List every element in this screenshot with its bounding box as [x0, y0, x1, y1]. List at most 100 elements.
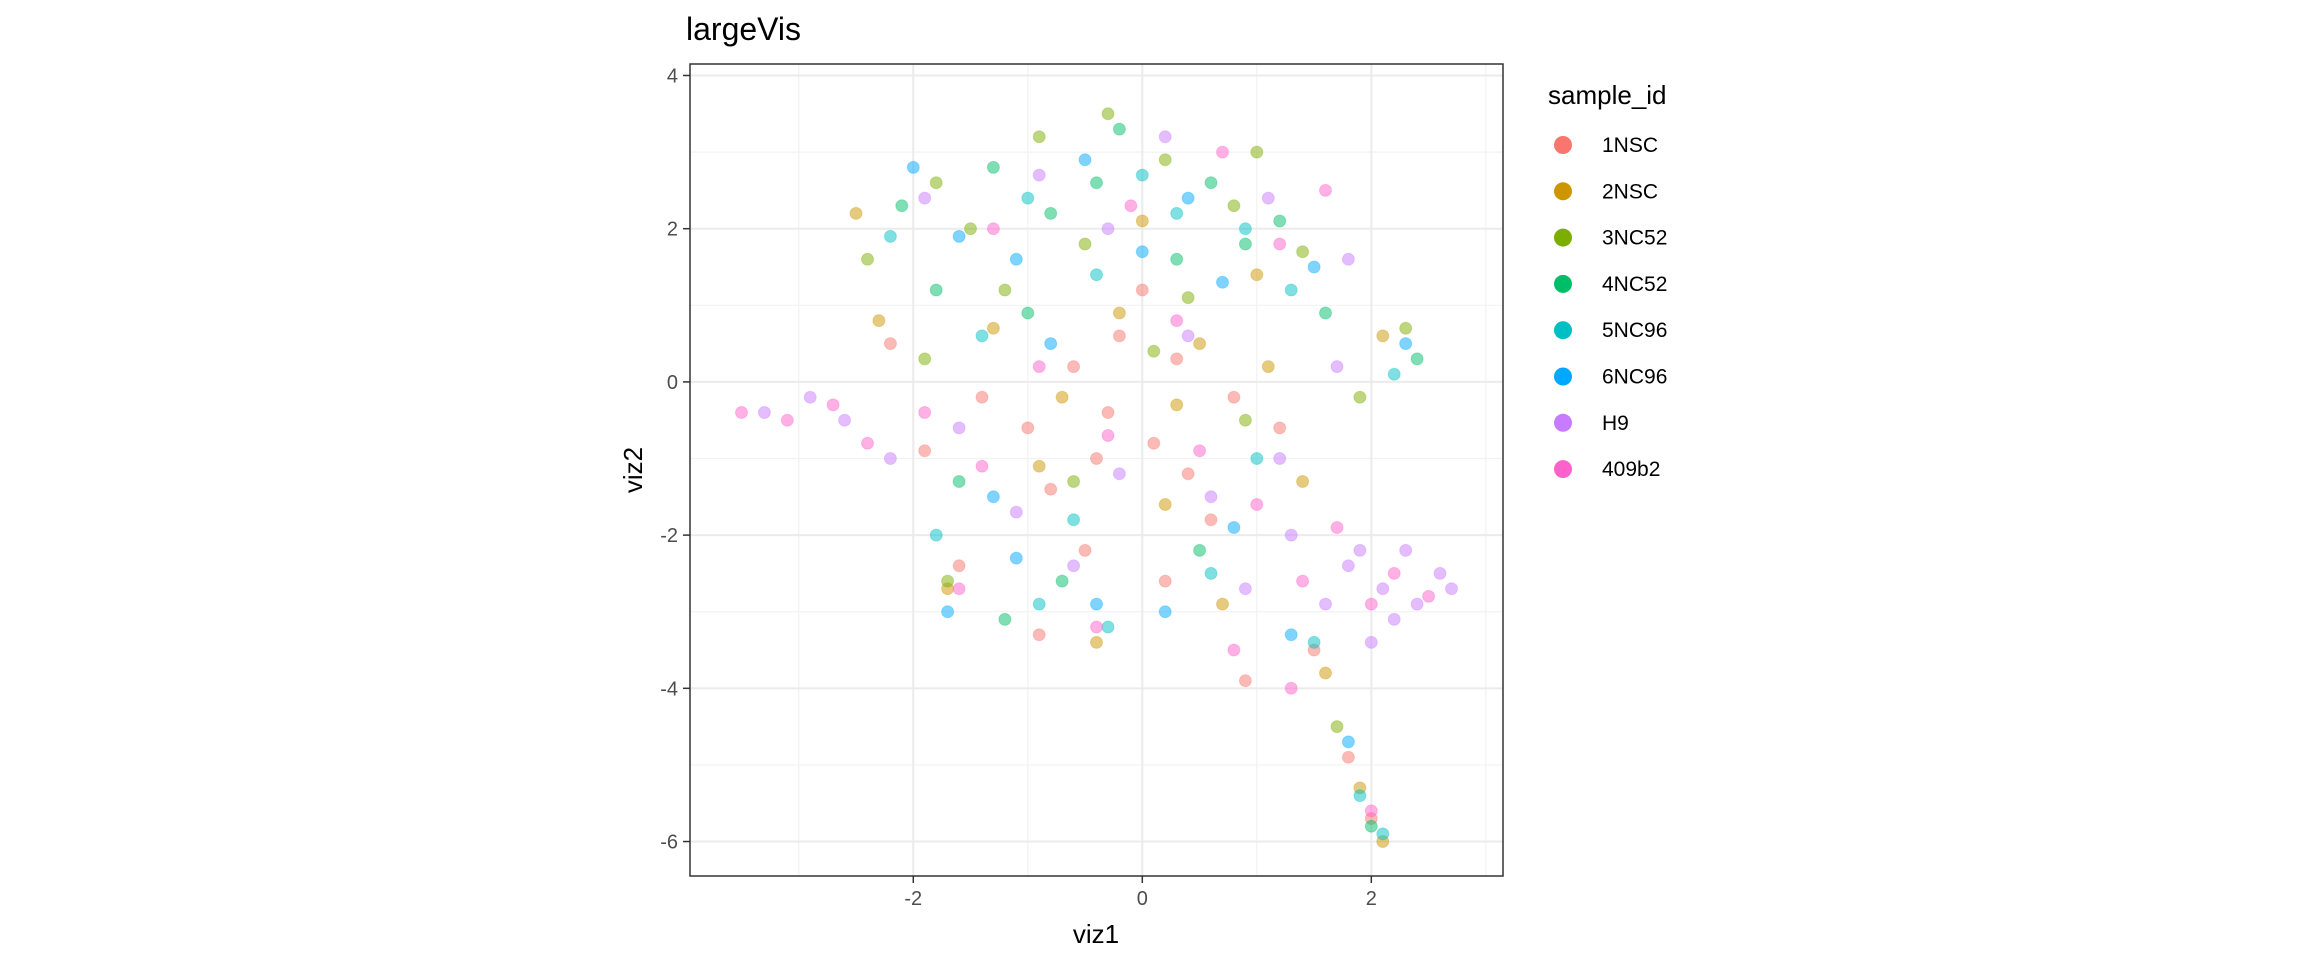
data-point [1078, 543, 1092, 557]
data-point [1341, 559, 1355, 573]
data-point [849, 206, 863, 220]
data-point [861, 252, 874, 266]
data-point [1319, 183, 1332, 197]
data-point [872, 314, 886, 328]
data-point [1112, 467, 1126, 481]
data-point [1032, 628, 1046, 642]
data-point [906, 160, 920, 174]
data-point [952, 559, 966, 573]
data-point [1032, 459, 1046, 473]
data-point [1101, 406, 1115, 419]
x-tick-label: -2 [904, 888, 922, 910]
data-point [941, 574, 955, 588]
data-point [1227, 390, 1241, 404]
grid-layer [690, 64, 1503, 876]
legend-key-dot [1554, 413, 1572, 432]
data-point [918, 406, 932, 419]
data-point [1158, 498, 1172, 511]
data-point [1445, 582, 1458, 596]
data-point [1204, 176, 1218, 190]
data-point [1204, 513, 1218, 527]
data-point [1181, 291, 1195, 305]
data-point [1101, 429, 1115, 442]
data-point [1158, 574, 1172, 588]
legend-label: H9 [1602, 412, 1629, 435]
data-point [1227, 643, 1241, 657]
data-point [1216, 275, 1229, 289]
data-point [1422, 589, 1436, 603]
data-point [1101, 620, 1115, 634]
data-point [986, 321, 1000, 335]
data-point [883, 452, 897, 465]
data-point [1387, 566, 1401, 580]
data-point [1021, 191, 1035, 205]
data-point [757, 406, 771, 419]
data-point [1158, 153, 1172, 167]
data-point [1193, 337, 1207, 351]
data-point [1055, 390, 1069, 404]
data-point [998, 283, 1012, 297]
data-point [1216, 145, 1229, 159]
y-tick-label: 4 [667, 65, 678, 87]
data-point [1319, 666, 1332, 680]
data-point [986, 490, 1000, 504]
data-point [1296, 475, 1310, 488]
data-point [918, 191, 932, 205]
data-point [1101, 107, 1115, 121]
data-point [780, 413, 794, 427]
data-point [1410, 597, 1424, 611]
data-point [1101, 222, 1115, 236]
data-point [838, 413, 852, 427]
data-point [929, 283, 943, 297]
data-point [1032, 168, 1046, 182]
data-point [1238, 222, 1252, 236]
data-point [1090, 176, 1103, 190]
data-point [1181, 191, 1195, 205]
data-point [1090, 635, 1103, 649]
data-point [929, 176, 943, 190]
data-point [1021, 421, 1035, 435]
data-point [975, 459, 989, 473]
data-point [1250, 452, 1264, 465]
data-point [895, 199, 909, 213]
data-point [1090, 597, 1103, 611]
y-tick-label: 0 [667, 372, 678, 394]
data-point [1341, 750, 1355, 764]
legend-key-dot [1554, 460, 1572, 479]
data-point [941, 605, 955, 619]
data-point [1032, 597, 1046, 611]
data-point [826, 398, 840, 412]
y-tick-label: 2 [667, 219, 678, 241]
x-tick-label: 0 [1137, 888, 1148, 910]
legend-label: 4NC52 [1602, 273, 1667, 296]
data-point [1044, 337, 1058, 351]
data-point [1067, 360, 1081, 374]
data-point [1124, 199, 1138, 213]
data-point [952, 475, 966, 488]
data-point [883, 229, 897, 243]
data-point [1170, 206, 1184, 220]
data-point [1067, 559, 1081, 573]
data-point [1250, 145, 1264, 159]
data-point [918, 352, 932, 366]
data-point [1319, 597, 1332, 611]
data-point [1078, 237, 1092, 251]
legend-label: 5NC96 [1602, 319, 1667, 342]
data-point [1090, 620, 1103, 634]
data-point [1193, 543, 1207, 557]
data-point [952, 229, 966, 243]
data-point [1387, 612, 1401, 626]
data-point [1170, 314, 1184, 328]
data-point [1158, 130, 1172, 144]
data-point [1364, 635, 1378, 649]
legend-key-dot [1554, 228, 1572, 247]
data-point [1330, 720, 1344, 734]
data-point [1238, 237, 1252, 251]
data-point [1135, 245, 1149, 259]
data-point [1238, 413, 1252, 427]
data-point [1170, 352, 1184, 366]
data-point [1193, 444, 1207, 458]
data-point [1250, 498, 1264, 511]
legend-label: 409b2 [1602, 458, 1660, 481]
